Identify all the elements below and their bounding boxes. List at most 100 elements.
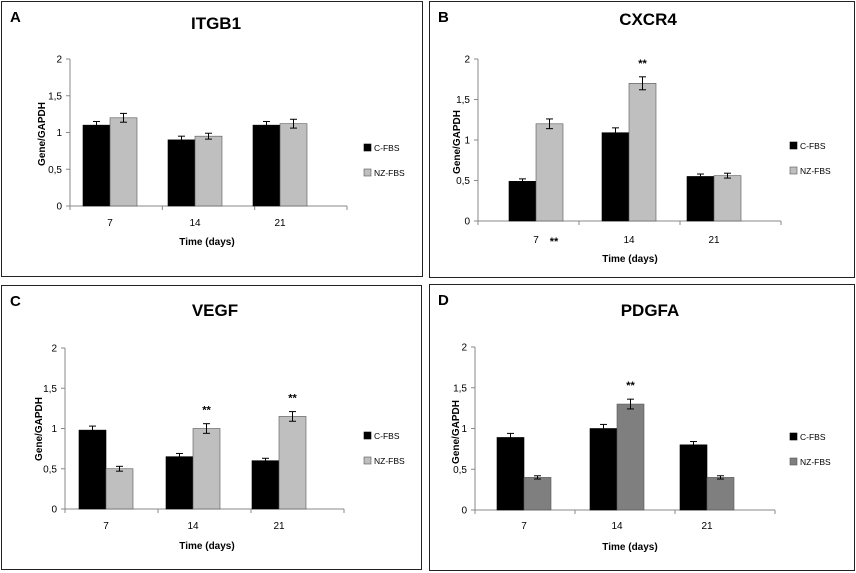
y-tick-label: 0,5 bbox=[453, 465, 467, 476]
y-axis-label: Gene/GAPDH bbox=[34, 397, 45, 461]
x-axis-label: Time (days) bbox=[602, 254, 657, 265]
bar-a-nz-fbs-21 bbox=[279, 123, 308, 207]
y-tick-label: 1,5 bbox=[48, 91, 62, 102]
bar-c-nz-fbs-7 bbox=[105, 468, 134, 510]
bar-a-c-fbs-7 bbox=[82, 124, 111, 207]
x-tick-label: 21 bbox=[701, 521, 713, 532]
y-tick-label: 0,5 bbox=[43, 464, 57, 475]
bar-b-nz-fbs-14 bbox=[628, 83, 657, 222]
legend-swatch bbox=[363, 143, 372, 152]
y-tick-label: 1,5 bbox=[43, 384, 57, 395]
panel-c-vegf: C VEGF 0 0,5 1 1,5 2 7 14 21 ** ** Time (days) Gene/G… bbox=[1, 285, 422, 570]
y-tick-label: 1 bbox=[461, 424, 467, 435]
legend-label: NZ-FBS bbox=[374, 456, 405, 466]
panel-b-cxcr4: B CXCR4 0 0,5 1 1,5 2 7 14 21 ** ** Time (days) Gene/… bbox=[429, 1, 855, 278]
x-axis-label: Time (days) bbox=[602, 542, 657, 553]
bar-d-c-fbs-7 bbox=[496, 437, 525, 511]
y-tick-label: 1 bbox=[51, 424, 57, 435]
significance-marker: ** bbox=[550, 236, 559, 248]
legend-swatch bbox=[789, 457, 798, 466]
x-tick-label: 14 bbox=[623, 235, 635, 246]
bar-b-c-fbs-21 bbox=[686, 176, 715, 222]
y-axis-label: Gene/GAPDH bbox=[451, 400, 462, 464]
y-tick-label: 1 bbox=[464, 136, 470, 147]
y-tick-label: 2 bbox=[56, 55, 62, 66]
legend-label: C-FBS bbox=[800, 141, 826, 151]
x-tick-label: 7 bbox=[103, 521, 109, 532]
y-tick-label: 0,5 bbox=[48, 165, 62, 176]
legend-label: C-FBS bbox=[374, 431, 400, 441]
legend-swatch bbox=[789, 166, 798, 175]
y-tick-label: 1,5 bbox=[456, 95, 470, 106]
legend-label: NZ-FBS bbox=[374, 168, 405, 178]
x-tick-label: 7 bbox=[107, 218, 113, 229]
x-tick-label: 21 bbox=[274, 218, 286, 229]
chart-svg: A ITGB1 0 0,5 1 1,5 2 7 14 21 Time (days) Gene/GAPD… bbox=[10, 9, 405, 248]
significance-marker: ** bbox=[638, 58, 647, 70]
x-tick-label: 21 bbox=[708, 235, 720, 246]
bar-a-nz-fbs-14 bbox=[194, 135, 223, 207]
y-tick-label: 0 bbox=[461, 506, 467, 517]
significance-marker: ** bbox=[626, 380, 635, 392]
bar-a-c-fbs-14 bbox=[167, 139, 196, 207]
y-axis-label: Gene/GAPDH bbox=[452, 110, 463, 174]
bar-c-c-fbs-7 bbox=[78, 429, 107, 510]
bar-d-c-fbs-21 bbox=[679, 444, 708, 511]
x-tick-label: 21 bbox=[273, 521, 285, 532]
x-axis-label: Time (days) bbox=[179, 237, 234, 248]
chart-svg: C VEGF 0 0,5 1 1,5 2 7 14 21 ** ** Time (days) Gene/G… bbox=[10, 293, 405, 552]
bar-c-c-fbs-21 bbox=[251, 460, 280, 510]
bar-b-nz-fbs-21 bbox=[713, 175, 742, 222]
bar-c-nz-fbs-21 bbox=[278, 416, 307, 510]
chart-svg: B CXCR4 0 0,5 1 1,5 2 7 14 21 ** ** Time (days) Gene/… bbox=[438, 9, 831, 265]
chart-svg: D PDGFA 0 0,5 1 1,5 2 7 14 21 ** Time (days) Gene/GA… bbox=[438, 292, 831, 553]
chart-title: PDGFA bbox=[621, 301, 680, 320]
bar-c-nz-fbs-14 bbox=[192, 428, 221, 510]
chart-title: VEGF bbox=[192, 301, 238, 320]
x-tick-label: 7 bbox=[521, 521, 527, 532]
panel-letter: D bbox=[438, 292, 449, 309]
bar-d-nz-fbs-14 bbox=[616, 403, 645, 511]
bar-a-c-fbs-21 bbox=[252, 124, 281, 207]
x-tick-label: 14 bbox=[611, 521, 623, 532]
bar-a-nz-fbs-7 bbox=[109, 117, 138, 207]
y-tick-label: 0,5 bbox=[456, 176, 470, 187]
y-tick-label: 0 bbox=[464, 217, 470, 228]
y-tick-label: 1,5 bbox=[453, 383, 467, 394]
y-tick-label: 1 bbox=[56, 128, 62, 139]
legend-label: NZ-FBS bbox=[800, 166, 831, 176]
x-tick-label: 7 bbox=[533, 235, 539, 246]
significance-marker: ** bbox=[202, 405, 211, 417]
y-tick-label: 0 bbox=[56, 202, 62, 213]
panel-letter: C bbox=[10, 293, 21, 310]
legend-swatch bbox=[363, 168, 372, 177]
y-tick-label: 2 bbox=[464, 55, 470, 66]
bar-d-c-fbs-14 bbox=[589, 428, 618, 511]
significance-marker: ** bbox=[288, 393, 297, 405]
bar-c-c-fbs-14 bbox=[165, 456, 194, 510]
bar-d-nz-fbs-7 bbox=[523, 477, 552, 511]
legend-label: NZ-FBS bbox=[800, 457, 831, 467]
x-tick-label: 14 bbox=[189, 218, 201, 229]
bar-b-c-fbs-7 bbox=[508, 181, 537, 222]
y-axis-label: Gene/GAPDH bbox=[37, 102, 48, 166]
bar-d-nz-fbs-21 bbox=[706, 477, 735, 511]
legend-swatch bbox=[789, 141, 798, 150]
chart-title: ITGB1 bbox=[191, 14, 241, 33]
y-tick-label: 0 bbox=[51, 505, 57, 516]
legend-swatch bbox=[789, 432, 798, 441]
legend-swatch bbox=[363, 431, 372, 440]
y-tick-label: 2 bbox=[461, 343, 467, 354]
panel-letter: A bbox=[10, 9, 21, 26]
bar-b-nz-fbs-7 bbox=[535, 123, 564, 222]
panel-d-pdgfa: D PDGFA 0 0,5 1 1,5 2 7 14 21 ** Time (days) Gene/GA… bbox=[429, 284, 855, 571]
chart-title: CXCR4 bbox=[619, 10, 677, 29]
legend-swatch bbox=[363, 456, 372, 465]
y-tick-label: 2 bbox=[51, 344, 57, 355]
panel-a-itgb1: A ITGB1 0 0,5 1 1,5 2 7 14 21 Time (days) Gene/GAPD… bbox=[1, 1, 423, 277]
bar-b-c-fbs-14 bbox=[601, 132, 630, 222]
legend-label: C-FBS bbox=[800, 432, 826, 442]
panel-letter: B bbox=[438, 9, 449, 26]
x-tick-label: 14 bbox=[187, 521, 199, 532]
x-axis-label: Time (days) bbox=[179, 541, 234, 552]
